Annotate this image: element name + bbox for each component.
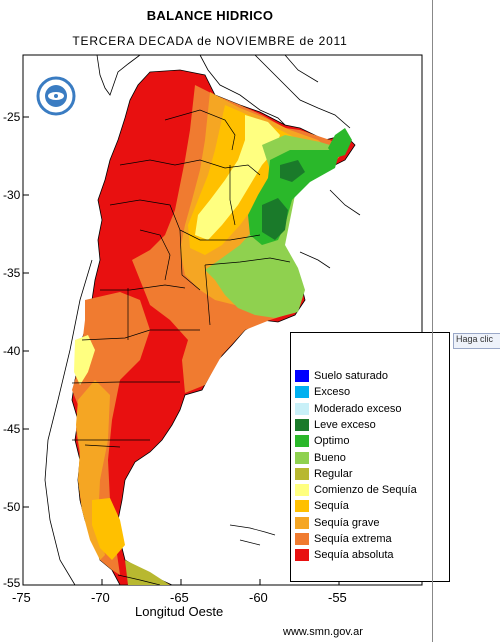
y-tick-label: -25: [3, 110, 21, 124]
province-borders: [71, 109, 291, 448]
legend-item: Optimo: [295, 434, 349, 448]
y-tick-label: -35: [3, 266, 21, 280]
legend-item: Moderado exceso: [295, 402, 401, 416]
legend-label: Exceso: [314, 386, 351, 399]
zone-comienzo-sequia-2: [74, 335, 95, 385]
legend-label: Bueno: [314, 451, 346, 464]
map-legend: Suelo saturado Exceso Moderado exceso Leve …: [290, 332, 450, 582]
legend-swatch: [295, 386, 309, 399]
legend-label: Leve exceso: [314, 418, 376, 431]
legend-label: Suelo saturado: [314, 370, 388, 382]
legend-swatch: [295, 435, 309, 448]
legend-swatch: [295, 451, 309, 464]
x-tick-label: -55: [328, 590, 347, 605]
legend-item: Regular: [295, 467, 353, 481]
map-title: BALANCE HIDRICO: [146, 8, 274, 23]
y-tick-label: -50: [3, 500, 21, 514]
zone-optimo-misiones: [328, 128, 352, 158]
zone-leve-exceso: [262, 198, 288, 240]
legend-item: Sequía: [295, 499, 349, 513]
legend-label: Comienzo de Sequía: [314, 484, 417, 497]
legend-label: Sequía absoluta: [314, 549, 394, 562]
legend-item: Exceso: [295, 385, 350, 399]
tooltip-fragment[interactable]: Haga clic: [453, 333, 500, 349]
y-tick-label: -30: [3, 188, 21, 202]
legend-swatch: [295, 500, 309, 513]
legend-swatch: [295, 484, 309, 497]
window-divider: [432, 0, 433, 642]
smn-logo-icon: [36, 76, 76, 116]
legend-item: Sequía grave: [295, 516, 379, 530]
x-tick-label: -65: [170, 590, 189, 605]
legend-swatch: [295, 533, 309, 545]
legend-swatch: [295, 402, 309, 415]
source-url: www.smn.gov.ar: [283, 626, 363, 638]
legend-label: Sequía grave: [314, 516, 380, 529]
tierra-del-fuego: [117, 524, 276, 586]
map-subtitle: TERCERA DECADA de NOVIEMBRE de 2011: [72, 34, 348, 48]
zone-regular: [125, 560, 170, 585]
zone-sequia-grave-south: [76, 380, 110, 560]
zone-comienzo-sequia: [195, 115, 280, 240]
legend-item: Sequía extrema: [295, 532, 392, 546]
legend-swatch: [295, 467, 309, 480]
x-axis-label: Longitud Oeste: [135, 604, 224, 619]
x-tick-label: -60: [249, 590, 268, 605]
zone-sequia-patagonia: [92, 498, 125, 560]
x-tick-label: -70: [91, 590, 110, 605]
neighbour-borders: [44, 54, 361, 586]
axis-ticks: [22, 116, 340, 586]
y-tick-label: -55: [3, 576, 21, 590]
legend-label: Sequía: [314, 500, 349, 513]
y-tick-label: -45: [3, 422, 21, 436]
legend-label: Regular: [314, 467, 353, 480]
legend-item: Bueno: [295, 451, 346, 465]
legend-swatch: [295, 418, 309, 431]
legend-swatch: [295, 549, 309, 562]
x-tick-label: -75: [12, 590, 31, 605]
legend-item: Leve exceso: [295, 418, 376, 432]
legend-item: Sequía absoluta: [295, 548, 394, 562]
legend-swatch: [295, 516, 309, 529]
legend-label: Moderado exceso: [314, 402, 402, 415]
legend-label: Optimo: [314, 435, 350, 448]
y-tick-label: -40: [3, 344, 21, 358]
legend-item: Comienzo de Sequía: [295, 483, 417, 497]
legend-label: Sequía extrema: [314, 533, 392, 545]
legend-swatch: [295, 370, 309, 382]
legend-item: Suelo saturado: [295, 369, 388, 383]
zone-leve-exceso-2: [280, 160, 305, 182]
